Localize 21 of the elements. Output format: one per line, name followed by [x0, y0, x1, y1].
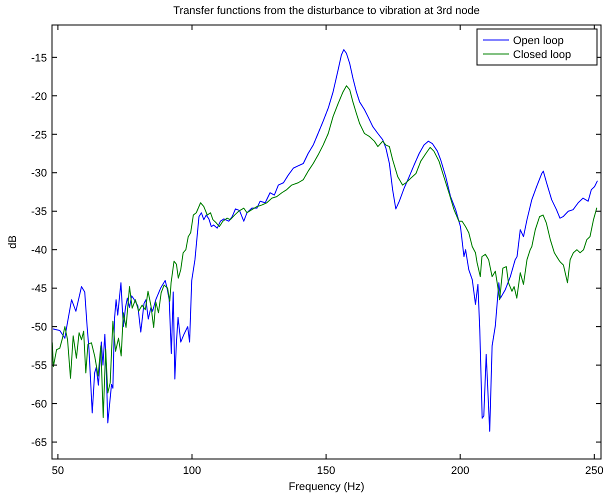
x-tick-label: 100: [182, 465, 202, 477]
y-tick-label: -65: [31, 437, 47, 450]
y-tick-label: -55: [31, 360, 47, 372]
y-tick-label: -50: [31, 322, 47, 334]
y-tick-label: -15: [31, 52, 47, 64]
y-tick-label: -35: [31, 206, 47, 218]
y-tick-label: -40: [31, 244, 47, 257]
legend-label: Open loop: [513, 35, 564, 47]
y-tick-label: -25: [31, 129, 47, 142]
x-tick-label: 200: [451, 465, 470, 477]
x-axis-title: Frequency (Hz): [288, 481, 364, 493]
x-tick-label: 150: [316, 465, 336, 477]
y-axis-title: dB: [7, 235, 19, 249]
x-tick-label: 250: [585, 465, 604, 477]
y-tick-label: -60: [31, 398, 47, 411]
chart-title: Transfer functions from the disturbance to vibration at 3rd node: [173, 5, 480, 17]
y-tick-label: -30: [31, 168, 47, 180]
legend-label: Closed loop: [513, 49, 572, 61]
y-tick-label: -45: [31, 283, 47, 296]
x-tick-label: 50: [52, 465, 64, 477]
y-tick-label: -20: [31, 90, 47, 103]
